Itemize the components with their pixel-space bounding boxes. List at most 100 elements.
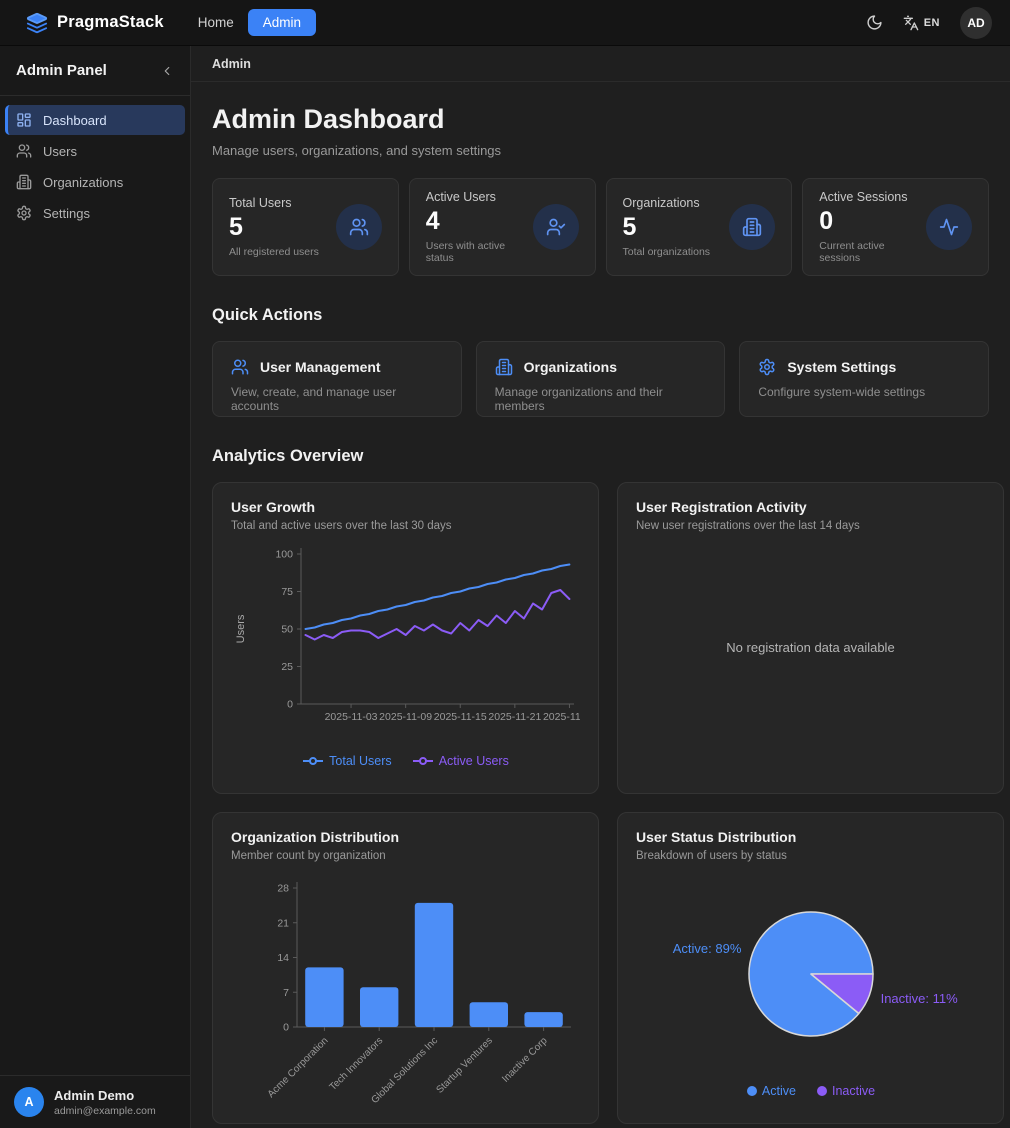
sidebar-item-settings[interactable]: Settings <box>5 198 185 228</box>
building-icon <box>495 358 513 376</box>
stat-description: All registered users <box>229 246 319 258</box>
language-selector[interactable]: EN <box>903 15 940 31</box>
legend-item: Active <box>746 1084 796 1098</box>
users-icon <box>16 143 32 159</box>
dark-mode-toggle[interactable] <box>866 14 883 31</box>
quick-actions-heading: Quick Actions <box>212 306 323 324</box>
quick-actions-grid: User Management View, create, and manage… <box>212 341 989 417</box>
svg-text:75: 75 <box>281 586 293 598</box>
top-navbar: PragmaStack Home Admin EN AD <box>0 0 1010 46</box>
quick-action-title: System Settings <box>787 359 897 375</box>
user-growth-chart: 0 25 50 75 100 2025-11-03 2025-11-09 2025-11-15… <box>231 542 580 750</box>
svg-text:Tech Innovators: Tech Innovators <box>328 1035 386 1093</box>
stat-card-organizations: Organizations 5 Total organizations <box>605 178 793 276</box>
user-email: admin@example.com <box>54 1104 156 1117</box>
svg-text:Inactive Corp: Inactive Corp <box>500 1035 550 1085</box>
sidebar-item-label: Dashboard <box>43 112 107 128</box>
sidebar-item-dashboard[interactable]: Dashboard <box>5 105 185 135</box>
moon-icon <box>866 14 883 31</box>
brand-name: PragmaStack <box>57 13 164 31</box>
gear-icon <box>758 358 776 376</box>
svg-text:25: 25 <box>281 661 293 673</box>
languages-icon <box>903 15 919 31</box>
chart-subtitle: New user registrations over the last 14 … <box>636 520 860 532</box>
chevron-left-icon <box>160 64 174 78</box>
chart-subtitle: Member count by organization <box>231 850 386 862</box>
svg-text:0: 0 <box>287 699 293 711</box>
svg-text:0: 0 <box>283 1022 289 1034</box>
layers-logo-icon <box>26 12 48 34</box>
users-icon <box>231 358 249 376</box>
svg-text:21: 21 <box>277 917 289 929</box>
building-icon <box>16 174 32 190</box>
user-growth-card: User Growth Total and active users over … <box>212 482 599 794</box>
stat-card-active-users: Active Users 4 Users with active status <box>408 178 596 276</box>
users-icon <box>335 204 382 250</box>
user-status-legend: Active Inactive <box>636 1084 985 1098</box>
svg-text:28: 28 <box>277 883 289 895</box>
svg-text:14: 14 <box>277 952 289 964</box>
stat-description: Users with active status <box>425 240 506 264</box>
building-icon <box>729 204 776 250</box>
svg-text:100: 100 <box>275 549 293 561</box>
svg-text:Active: 89%: Active: 89% <box>673 941 742 956</box>
main-area: Admin Admin Dashboard Manage users, orga… <box>191 0 1010 1124</box>
user-registration-card: User Registration Activity New user regi… <box>617 482 1004 794</box>
user-avatar-initial: A <box>14 1087 44 1117</box>
sidebar-item-label: Organizations <box>43 174 124 190</box>
stat-description: Current active sessions <box>819 240 885 264</box>
chart-subtitle: Total and active users over the last 30 … <box>231 520 452 532</box>
gear-icon <box>16 205 32 221</box>
quick-action-system-settings[interactable]: System Settings Configure system-wide se… <box>739 341 989 417</box>
sidebar-header: Admin Panel <box>0 46 190 96</box>
language-label: EN <box>923 16 940 29</box>
svg-text:Inactive: 11%: Inactive: 11% <box>881 991 959 1006</box>
charts-grid: User Growth Total and active users over … <box>212 482 1004 1124</box>
sidebar-collapse-button[interactable] <box>160 64 174 78</box>
nav-links: Home Admin <box>197 9 317 36</box>
user-status-pie-chart: Active: 89% Inactive: 11% <box>636 872 985 1080</box>
user-name: Admin Demo <box>54 1087 135 1103</box>
svg-text:2025-11-03: 2025-11-03 <box>325 711 378 723</box>
stat-card-total-users: Total Users 5 All registered users <box>212 178 399 276</box>
stat-label: Active Users <box>425 190 496 204</box>
breadcrumb[interactable]: Admin <box>212 56 251 71</box>
empty-chart-state: No registration data available <box>636 532 985 762</box>
svg-text:Acme Corporation: Acme Corporation <box>266 1035 331 1100</box>
user-avatar[interactable]: AD <box>960 6 992 39</box>
stat-description: Total organizations <box>622 246 711 258</box>
activity-icon <box>926 204 972 250</box>
quick-action-organizations[interactable]: Organizations Manage organizations and t… <box>475 341 726 417</box>
sidebar-item-label: Users <box>43 143 77 159</box>
nav-link-admin[interactable]: Admin <box>247 9 317 36</box>
chart-title: User Growth <box>231 499 316 515</box>
page-title: Admin Dashboard <box>212 104 445 134</box>
chart-title: User Registration Activity <box>636 499 807 515</box>
stat-value: 5 <box>622 213 637 241</box>
page-subtitle: Manage users, organizations, and system … <box>212 143 502 158</box>
org-distribution-chart: 0 7 14 21 28 Acme Corporation Tech Innovators G… <box>231 872 580 1104</box>
stat-label: Total Users <box>229 196 292 210</box>
quick-action-user-management[interactable]: User Management View, create, and manage… <box>212 341 462 417</box>
sidebar-nav: Dashboard Users Organizations Settings <box>0 96 190 1075</box>
sidebar-user[interactable]: A Admin Demo admin@example.com <box>0 1075 190 1128</box>
sidebar-item-users[interactable]: Users <box>5 136 185 166</box>
svg-text:Users: Users <box>235 614 247 643</box>
svg-text:2025-11-09: 2025-11-09 <box>379 711 432 723</box>
legend-item: Active Users <box>412 754 509 768</box>
nav-link-home[interactable]: Home <box>197 15 234 30</box>
chart-title: User Status Distribution <box>636 829 797 845</box>
brand[interactable]: PragmaStack <box>26 12 164 34</box>
quick-action-title: User Management <box>260 359 381 375</box>
stat-label: Active Sessions <box>819 190 908 204</box>
legend-item: Inactive <box>816 1084 875 1098</box>
stat-value: 4 <box>425 207 440 235</box>
quick-action-description: Manage organizations and their members <box>494 385 663 413</box>
sidebar-item-organizations[interactable]: Organizations <box>5 167 185 197</box>
chart-subtitle: Breakdown of users by status <box>636 850 787 862</box>
svg-text:2025-11-15: 2025-11-15 <box>434 711 487 723</box>
legend-item: Total Users <box>302 754 392 768</box>
svg-text:Startup Ventures: Startup Ventures <box>434 1035 494 1095</box>
sidebar-item-label: Settings <box>43 205 90 221</box>
sidebar-title: Admin Panel <box>16 62 107 79</box>
